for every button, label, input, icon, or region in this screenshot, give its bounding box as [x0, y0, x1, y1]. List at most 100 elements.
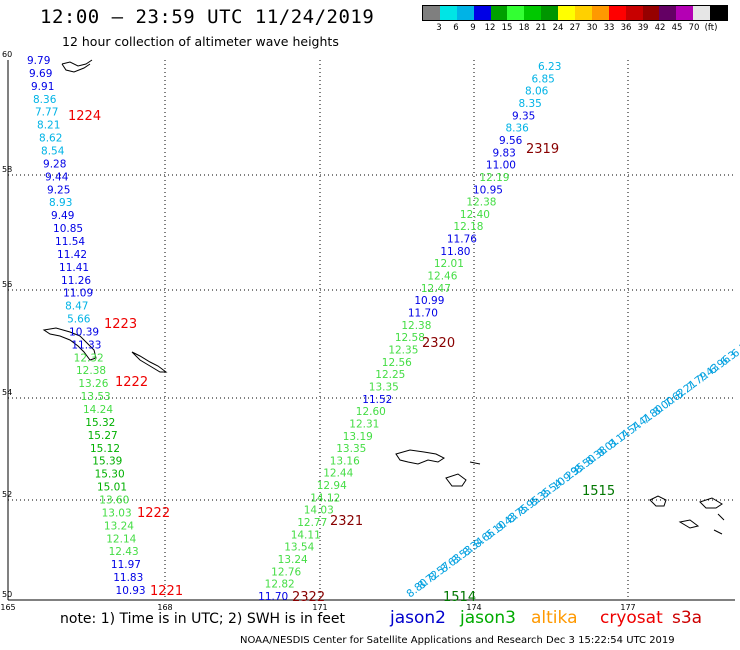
swh-value: 13.24	[104, 520, 134, 532]
legend-label: 39	[637, 23, 649, 33]
swh-value: 12.77	[297, 517, 327, 529]
swh-value: 10.99	[414, 295, 444, 307]
swh-value: 9.91	[31, 81, 54, 93]
swh-value: 12.58	[395, 332, 425, 344]
lon-label: 171	[312, 603, 327, 612]
legend-label: 12	[484, 23, 496, 33]
swh-value: 6.23	[538, 61, 561, 73]
swh-value: 8.35	[518, 98, 541, 110]
swh-value: 12.19	[479, 172, 509, 184]
swh-value: 11.52	[362, 394, 392, 406]
island-east-2	[699, 497, 723, 509]
legend-labels: 3 6 9 12 15 18 21 24 27 30 33 36 39 42 45 70 (ft)	[422, 21, 728, 35]
color-legend: 3 6 9 12 15 18 21 24 27 30 33 36 39 42 45 70 (ft)	[422, 5, 728, 39]
satellite-name: s3a	[672, 608, 703, 628]
swh-value: 12.38	[76, 365, 106, 377]
lat-label: 52	[2, 490, 12, 499]
lat-label: 60	[2, 50, 12, 59]
legend-label: 27	[569, 23, 581, 33]
swh-value: 7.77	[35, 107, 58, 119]
legend-label: 15	[501, 23, 513, 33]
swh-value: 13.26	[78, 378, 108, 390]
swh-value: 15.30	[95, 469, 125, 481]
legend-label: 36	[620, 23, 632, 33]
swh-value: 9.83	[492, 147, 515, 159]
swh-value: 14.12	[310, 492, 340, 504]
swh-value: 12.18	[453, 221, 483, 233]
swh-value: 15.32	[85, 417, 115, 429]
legend-swatch	[575, 6, 592, 20]
swh-value: 12.38	[401, 320, 431, 332]
swh-value: 12.38	[466, 197, 496, 209]
legend-label: 3	[436, 23, 442, 33]
lon-label: 177	[620, 603, 635, 612]
swh-value: 8.06	[525, 86, 549, 98]
swh-value: 9.28	[43, 158, 66, 170]
island-small-1	[131, 351, 168, 373]
satellite-name: jason3	[460, 608, 516, 628]
swh-value: 8.62	[39, 133, 62, 145]
legend-swatch	[608, 6, 626, 20]
swh-value: 11.83	[113, 572, 143, 584]
swh-value: 12.32	[74, 352, 104, 364]
legend-swatch	[456, 6, 474, 20]
map-frame	[7, 60, 735, 601]
swh-value: 10.39	[69, 326, 99, 338]
legend-label: 21	[535, 23, 547, 33]
legend-label: 6	[453, 23, 459, 33]
pass-time-label: 2320	[422, 336, 455, 351]
swh-value: 8.36	[505, 123, 529, 135]
legend-label: 9	[470, 23, 476, 33]
lon-label: 168	[157, 603, 172, 612]
swh-value: 8.21	[37, 120, 60, 132]
swh-value: 14.24	[83, 404, 113, 416]
swh-value: 8.93	[49, 197, 72, 209]
swh-value: 12.82	[265, 579, 295, 591]
satellite-name: cryosat	[600, 608, 663, 628]
swh-value: 15.12	[90, 443, 120, 455]
island-small-2	[395, 449, 445, 465]
legend-swatch	[423, 6, 440, 20]
swh-value: 11.26	[61, 275, 91, 287]
pass-time-label: 1224	[68, 109, 101, 124]
swh-value: 8.47	[65, 301, 88, 313]
swh-value: 11.76	[447, 234, 477, 246]
swh-value: 6.5	[729, 341, 740, 361]
legend-label: 45	[671, 23, 683, 33]
swh-value: 8.54	[41, 145, 65, 157]
swh-value: 9.49	[51, 210, 74, 222]
swh-value: 13.19	[343, 431, 373, 443]
legend-label: (ft)	[704, 23, 718, 33]
pass-time-label: 1515	[582, 484, 615, 499]
swh-value: 11.70	[258, 591, 288, 603]
legend-swatch	[676, 6, 694, 20]
legend-swatch	[490, 6, 508, 20]
swh-value: 10.95	[473, 184, 503, 196]
legend-label: 33	[603, 23, 615, 33]
legend-swatch	[625, 6, 643, 20]
swh-value: 5.66	[67, 314, 91, 326]
swh-value: 12.43	[109, 546, 139, 558]
lat-label: 58	[2, 165, 12, 174]
pass-time-label: 2319	[526, 142, 559, 157]
swh-value: 15.27	[88, 430, 118, 442]
swh-value: 11.00	[486, 160, 516, 172]
legend-swatch	[693, 6, 711, 20]
satellite-name: jason2	[390, 608, 446, 628]
legend-label: 18	[518, 23, 530, 33]
island-kodiak-area	[42, 327, 97, 361]
credit-line: NOAA/NESDIS Center for Satellite Applica…	[240, 635, 675, 646]
map-title: 12:00 — 23:59 UTC 11/24/2019	[40, 6, 375, 28]
legend-swatches	[422, 5, 728, 21]
legend-label: 70	[688, 23, 700, 33]
swh-value: 9.69	[29, 68, 52, 80]
swh-value: 13.16	[330, 455, 360, 467]
swh-value: 6.85	[531, 73, 554, 85]
lat-label: 56	[2, 280, 12, 289]
legend-swatch	[541, 6, 559, 20]
swh-value: 10.85	[53, 223, 83, 235]
swh-value: 12.56	[382, 357, 412, 369]
swh-value: 11.97	[111, 559, 141, 571]
legend-swatch	[473, 6, 491, 20]
swh-value: 11.70	[408, 308, 438, 320]
